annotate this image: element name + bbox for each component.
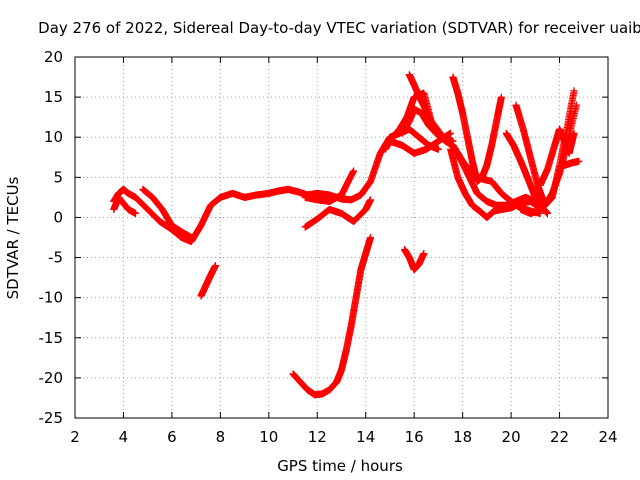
series-track-8 (400, 246, 428, 274)
series-track-5 (301, 167, 358, 205)
series-track-18 (536, 125, 578, 189)
y-tick-label: 0 (53, 208, 63, 226)
grid (75, 57, 608, 418)
plot-frame (74, 56, 609, 419)
x-tick-label: 8 (216, 428, 226, 446)
series-track-7 (289, 234, 375, 399)
series-track-19 (560, 157, 583, 169)
series-track-12 (386, 129, 455, 157)
plus-marker (420, 250, 428, 258)
x-tick-label: 14 (356, 428, 375, 446)
x-tick-label: 4 (119, 428, 129, 446)
chart-title: Day 276 of 2022, Sidereal Day-to-day VTE… (38, 19, 640, 37)
plus-marker (543, 209, 551, 217)
y-tick-label: 10 (44, 128, 63, 146)
x-tick-label: 20 (502, 428, 521, 446)
y-tick-label: -5 (48, 249, 63, 267)
x-tick-label: 18 (453, 428, 472, 446)
series-track-3 (110, 193, 140, 217)
series-track-17 (517, 101, 581, 217)
plus-marker (570, 129, 578, 137)
plus-marker (350, 167, 358, 175)
series-track-2 (139, 185, 195, 241)
y-tick-label: 20 (44, 48, 63, 66)
plus-marker (497, 93, 505, 101)
series-track-13 (449, 73, 505, 185)
x-tick-label: 24 (598, 428, 617, 446)
x-axis-label: GPS time / hours (277, 457, 403, 475)
plus-marker (575, 157, 583, 165)
axes: 2 4 6 8 10 12 14 16 18 20 22 2420151050-5-10-15-20-… (39, 48, 618, 446)
x-tick-label: 6 (167, 428, 177, 446)
x-tick-label: 2 (70, 428, 80, 446)
plus-marker (434, 145, 442, 153)
x-tick-label: 12 (308, 428, 327, 446)
y-tick-label: 15 (44, 88, 63, 106)
y-axis-label: SDTVAR / TECUs (4, 176, 22, 299)
series-track-4 (197, 262, 220, 300)
x-tick-label: 22 (550, 428, 569, 446)
plus-marker (367, 234, 375, 241)
y-tick-label: 5 (53, 168, 63, 186)
series-track-6 (301, 196, 375, 231)
y-tick-label: -20 (39, 369, 64, 387)
plus-marker (212, 262, 220, 270)
plus-marker (570, 87, 578, 95)
data-layer (110, 71, 583, 399)
plus-marker (573, 101, 581, 109)
plus-marker (132, 209, 140, 217)
plus-marker (187, 234, 195, 241)
x-tick-label: 16 (405, 428, 424, 446)
y-tick-label: -10 (39, 289, 64, 307)
plus-marker (367, 196, 375, 204)
plus-marker (447, 129, 455, 137)
x-tick-label: 10 (259, 428, 278, 446)
y-tick-label: -25 (39, 409, 64, 427)
y-tick-label: -15 (39, 329, 64, 347)
